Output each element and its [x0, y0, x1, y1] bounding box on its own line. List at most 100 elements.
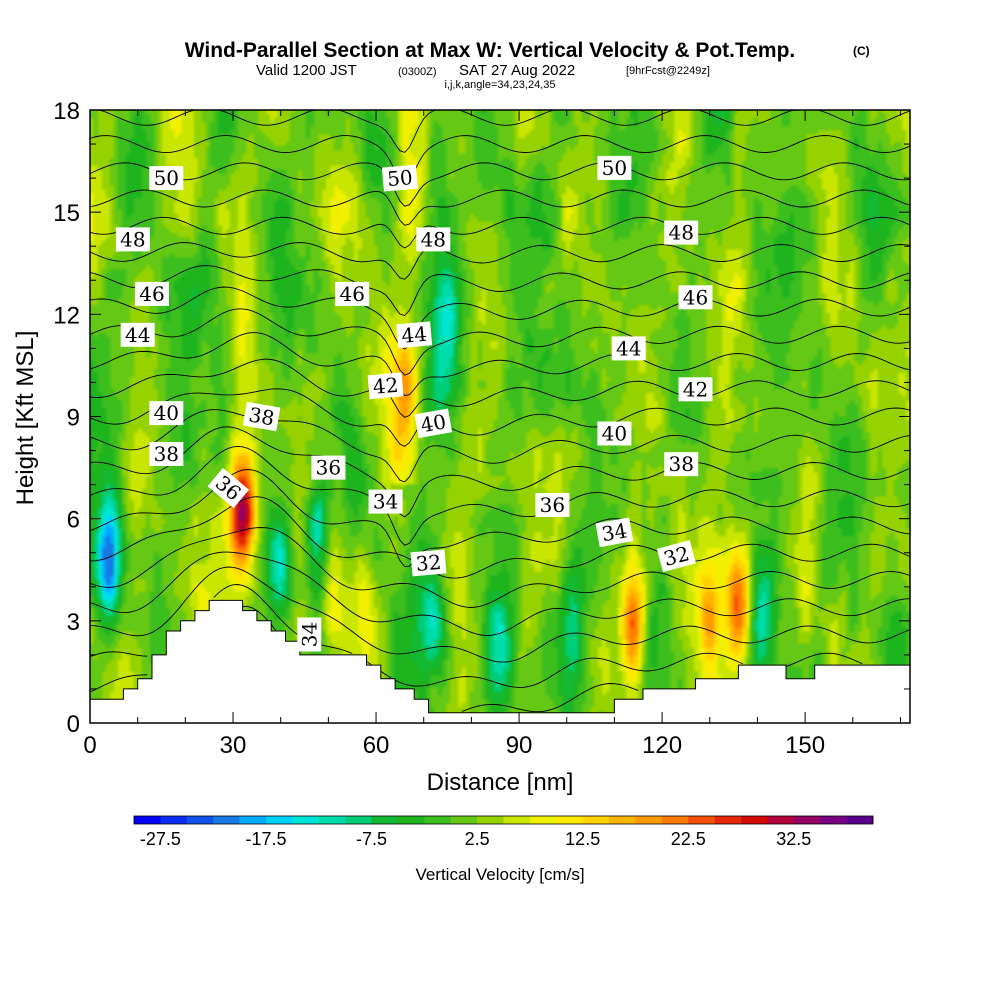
y-tick-label: 12: [53, 302, 80, 329]
theta-label-text: 40: [602, 422, 627, 446]
theta-label-text: 38: [154, 442, 179, 466]
theta-label: 34: [368, 489, 403, 514]
title-mark: (C): [853, 44, 870, 58]
theta-contour: [90, 265, 910, 317]
colorbar-swatch: [793, 816, 821, 824]
theta-label-text: 44: [125, 323, 150, 347]
colorbar-swatch: [635, 816, 663, 824]
theta-contour: [90, 388, 910, 447]
theta-label-box: [367, 372, 404, 400]
colorbar-swatch: [239, 816, 267, 824]
colorbar-swatch: [741, 816, 768, 824]
theta-contour: [90, 308, 910, 376]
theta-label: 32: [410, 549, 447, 577]
x-axis: 0 30 60 90 120 150: [83, 110, 901, 759]
colorbar-swatch: [134, 816, 161, 824]
theta-label-text: 50: [602, 156, 627, 180]
theta-label-box: [149, 166, 184, 191]
theta-label-text: 48: [668, 221, 693, 245]
theta-label-text: 48: [421, 227, 446, 251]
theta-label-box: [611, 336, 646, 361]
colorbar-tick-label: 22.5: [671, 829, 706, 849]
theta-contour: [90, 358, 910, 418]
theta-contour: [90, 242, 910, 280]
y-tick-label: 15: [53, 200, 80, 227]
theta-label: 40: [149, 401, 184, 426]
colorbar-swatch: [820, 816, 847, 824]
theta-label-text: 42: [683, 377, 708, 401]
theta-label: 42: [367, 372, 404, 400]
theta-contour: [90, 496, 910, 579]
colorbar-frame: [133, 815, 874, 825]
colorbar-tick-label: -27.5: [140, 829, 181, 849]
colorbar-swatch: [846, 816, 874, 824]
y-tick-label: 0: [67, 711, 80, 738]
theta-label-text: 44: [616, 336, 641, 360]
theta-contour: [90, 426, 910, 518]
subtitle-zulu: (0300Z): [398, 66, 437, 78]
colorbar-swatch: [688, 816, 715, 824]
theta-label: 44: [396, 321, 433, 349]
subtitle-indices: i,j,k,angle=34,23,24,35: [444, 79, 555, 91]
colorbar-swatch: [424, 816, 452, 824]
colorbar-swatch: [160, 816, 188, 824]
theta-label: 34: [595, 517, 634, 548]
colorbar-swatch: [292, 816, 320, 824]
theta-label: 50: [149, 166, 184, 191]
theta-label-box: [381, 164, 418, 192]
colorbar-swatch: [582, 816, 610, 824]
theta-label-box: [115, 227, 150, 252]
x-axis-label: Distance [nm]: [427, 769, 574, 796]
theta-label-text: 46: [683, 285, 708, 309]
theta-label-box: [297, 617, 322, 652]
colorbar-swatch: [213, 816, 240, 824]
x-tick-label: 150: [785, 732, 825, 759]
y-axis-label: Height [Kft MSL]: [12, 331, 39, 506]
theta-label: 38: [149, 442, 184, 466]
colorbar-swatch: [767, 816, 795, 824]
theta-label: 34: [297, 617, 322, 652]
chart-title: Wind-Parallel Section at Max W: Vertical…: [185, 39, 796, 62]
theta-contour: [90, 189, 910, 226]
theta-label: 48: [416, 227, 451, 252]
theta-label-box: [595, 517, 634, 548]
theta-label-box: [207, 467, 250, 509]
theta-label: 48: [664, 220, 699, 245]
theta-contour: [90, 216, 910, 249]
theta-label-box: [149, 442, 184, 466]
theta-label: 44: [611, 336, 646, 361]
x-tick-label: 60: [363, 732, 390, 759]
colorbar-swatch: [556, 816, 583, 824]
theta-label: 36: [207, 467, 250, 509]
theta-label-box: [410, 549, 447, 577]
colorbar-swatch: [265, 816, 293, 824]
theta-label-box: [664, 452, 699, 477]
theta-label-box: [597, 421, 632, 446]
theta-label: 36: [311, 455, 346, 480]
y-tick-label: 6: [67, 507, 80, 534]
colorbar-swatch: [345, 816, 372, 824]
colorbar-tick-label: -17.5: [245, 829, 286, 849]
theta-label: 40: [414, 408, 453, 439]
theta-label: 44: [120, 322, 155, 347]
theta-label: 46: [135, 281, 169, 306]
colorbar-swatch: [714, 816, 742, 824]
theta-label-text: 34: [297, 622, 321, 647]
theta-label-text: 38: [668, 452, 693, 476]
theta-label-box: [416, 227, 451, 252]
theta-label-text: 36: [540, 493, 565, 517]
theta-contour: [90, 566, 910, 663]
theta-label: 48: [115, 227, 150, 252]
theta-label: 38: [664, 452, 699, 477]
theta-label-box: [664, 220, 699, 245]
theta-label-box: [335, 281, 370, 306]
colorbar: -27.5 -17.5 -7.5 2.5 12.5 22.5 32.5: [133, 815, 874, 849]
theta-label-text: 40: [154, 401, 179, 425]
y-tick-label: 3: [67, 609, 80, 636]
x-tick-label: 30: [220, 732, 247, 759]
colorbar-swatch: [450, 816, 478, 824]
theta-contour: [90, 332, 910, 396]
subtitle-prefix: Valid 1200 JST: [256, 62, 357, 79]
